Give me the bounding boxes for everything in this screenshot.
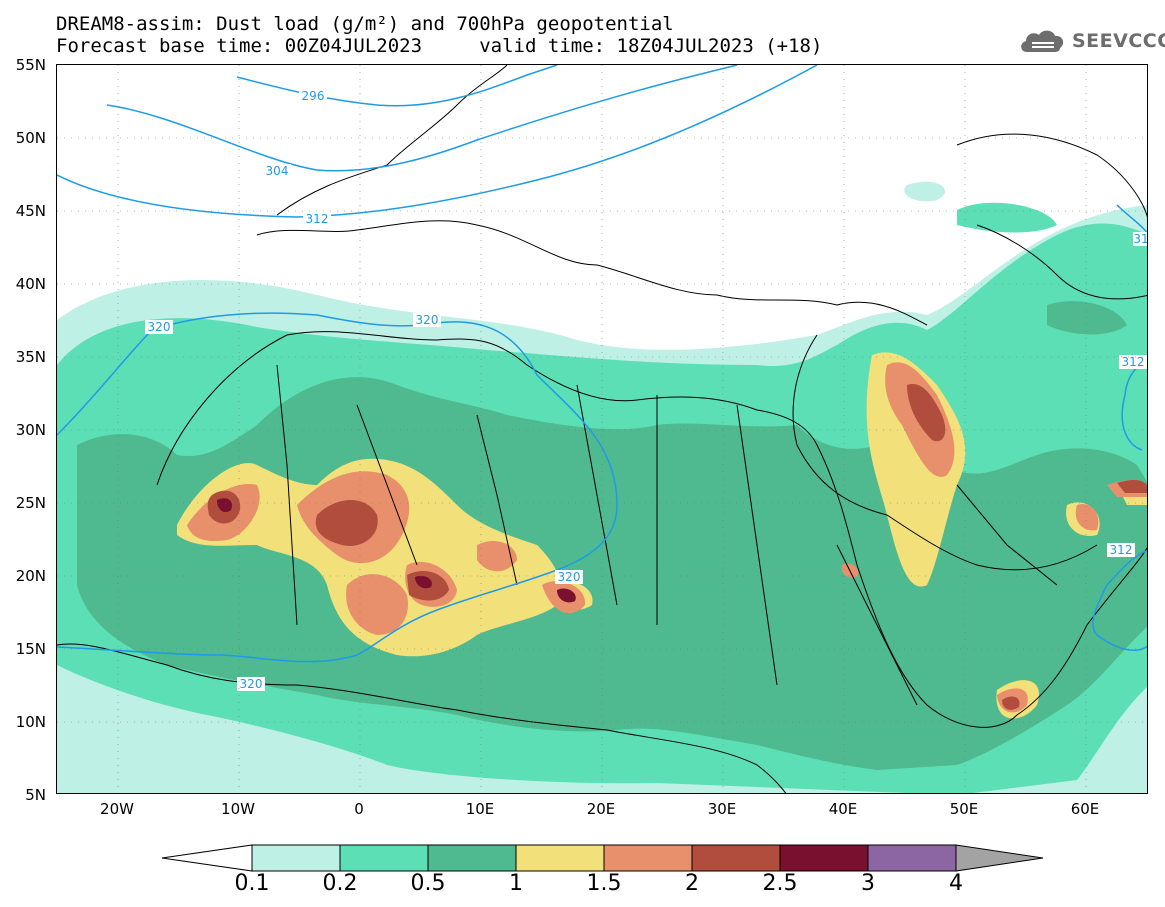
lat-label-50n: 50N [15,129,46,147]
contour-label-320-north: 320 [416,313,439,327]
lon-label-10w: 10W [221,800,255,818]
colorbar-tick-2.5: 2.5 [762,871,798,896]
lon-label-20w: 20W [100,800,134,818]
lat-label-25n: 25N [15,494,46,512]
lat-label-10n: 10N [15,713,46,731]
colorbar-bin-0.1 [251,844,341,872]
dust-field-3 [217,498,576,603]
contour-label-312-east: 312 [1122,355,1145,369]
colorbar-over-arrow [955,844,1044,872]
contour-labels: 296 304 312 320 320 320 320 312 312 31 [145,89,1148,691]
cloud-icon [1021,30,1064,52]
geopotential-contours [57,65,1147,663]
colorbar-tick-3: 3 [861,871,875,896]
dust-load-map: 296 304 312 320 320 320 320 312 312 31 [56,64,1148,794]
contour-label-312-southeast: 312 [1110,543,1133,557]
lat-label-45n: 45N [15,202,46,220]
colorbar-bin-1.5 [603,844,693,872]
colorbar-bin-0.5 [427,844,517,872]
contour-label-320-southwest: 320 [240,677,263,691]
colorbar-under-arrow [161,844,253,872]
contour-label-304: 304 [266,164,289,178]
lat-label-20n: 20N [15,567,46,585]
logo-text: SEEVCCC [1072,30,1165,52]
lon-label-60e: 60E [1070,800,1100,818]
forecast-times: Forecast base time: 00Z04JUL2023 valid t… [56,35,823,57]
contour-label-296: 296 [302,89,325,103]
lon-label-10e: 10E [465,800,495,818]
colorbar-tick-1.5: 1.5 [586,871,622,896]
graticule [57,65,1147,793]
lat-label-35n: 35N [15,348,46,366]
colorbar-tick-1: 1 [509,871,523,896]
seevccc-logo: SEEVCCC [1018,26,1165,56]
colorbar-bin-2 [691,844,781,872]
lon-label-40e: 40E [828,800,858,818]
contour-label-320-chad: 320 [558,570,581,584]
colorbar-bin-1 [515,844,605,872]
colorbar-tick-0.5: 0.5 [410,871,446,896]
contour-label-312: 312 [306,212,329,226]
contour-label-320-west: 320 [148,320,171,334]
colorbar-tick-0.2: 0.2 [322,871,358,896]
colorbar-bin-0.2 [339,844,429,872]
colorbar-tick-4: 4 [949,871,963,896]
contour-label-partial: 31 [1133,232,1148,246]
lat-label-15n: 15N [15,640,46,658]
colorbar-tick-0.1: 0.1 [234,871,270,896]
lat-label-40n: 40N [15,275,46,293]
lon-label-20e: 20E [586,800,616,818]
map-title: DREAM8-assim: Dust load (g/m²) and 700hP… [56,13,674,35]
colorbar-tick-2: 2 [685,871,699,896]
colorbar [161,844,1044,872]
lat-label-30n: 30N [15,421,46,439]
colorbar-bin-3 [867,844,957,872]
lat-label-5n: 5N [25,786,46,804]
coastlines [57,65,1147,793]
lat-label-55n: 55N [15,56,46,74]
lon-label-30e: 30E [707,800,737,818]
colorbar-bin-2.5 [779,844,869,872]
lon-label-50e: 50E [949,800,979,818]
lon-label-0: 0 [354,800,364,818]
